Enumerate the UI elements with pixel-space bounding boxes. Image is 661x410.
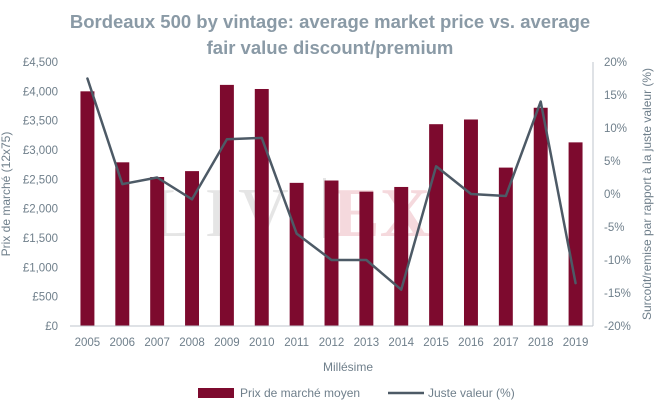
left-axis-ticks: £0 £500 £1,000 £1,500 £2,000 £2,500 £3,000 £3,5…: [23, 57, 58, 333]
x-tick-label: 2008: [179, 337, 205, 349]
chart-title-line-2: fair value discount/premium: [207, 37, 454, 58]
x-tick-label: 2013: [354, 337, 380, 349]
legend-bar-label: Prix de marché moyen: [240, 386, 360, 400]
bar-2012: [324, 180, 339, 326]
bar-series: [80, 84, 583, 327]
y-axis-label: Prix de marché (12x75): [0, 132, 13, 257]
bar-2014: [394, 186, 409, 326]
chart-title-line-1: Bordeaux 500 by vintage: average market …: [70, 11, 590, 32]
x-tick-label: 2016: [458, 337, 484, 349]
y2-tick-label: 15%: [604, 90, 627, 102]
x-tick-label: 2006: [110, 337, 136, 349]
right-axis-ticks: 20% 15% 10% 5% 0% -5% -10% -15% -20%: [604, 57, 631, 333]
y-tick-label: £3,500: [23, 116, 58, 128]
bar-2019: [568, 142, 583, 326]
y-tick-label: £4,000: [23, 86, 58, 98]
axes: [70, 62, 594, 327]
bar-2018: [533, 107, 548, 326]
y-tick-label: £3,000: [23, 145, 58, 157]
y2-tick-label: 20%: [604, 57, 627, 69]
x-tick-label: 2009: [214, 337, 240, 349]
x-tick-label: 2011: [284, 337, 309, 349]
bar-2017: [498, 167, 513, 326]
y-tick-label: £4,500: [23, 57, 58, 69]
x-tick-label: 2019: [563, 337, 589, 349]
y-tick-label: £500: [32, 292, 58, 304]
y-tick-label: £0: [45, 321, 58, 333]
x-tick-label: 2017: [493, 337, 519, 349]
x-axis-label: Millésime: [323, 360, 373, 374]
x-tick-label: 2010: [249, 337, 275, 349]
bar-2011: [289, 182, 304, 326]
y2-tick-label: -10%: [604, 255, 631, 267]
bar-2015: [429, 124, 444, 326]
y-tick-label: £2,500: [23, 174, 58, 186]
y2-tick-label: -5%: [604, 222, 624, 234]
y2-tick-label: -15%: [604, 288, 631, 300]
bar-2009: [219, 84, 234, 326]
x-tick-label: 2012: [319, 337, 345, 349]
y-tick-label: £2,000: [23, 204, 58, 216]
y2-tick-label: -20%: [604, 321, 631, 333]
x-tick-label: 2015: [423, 337, 449, 349]
line-series: [86, 77, 577, 291]
y2-tick-label: 10%: [604, 123, 627, 135]
bar-2010: [254, 88, 269, 327]
legend: Prix de marché moyen Juste valeur (%): [198, 386, 515, 400]
bar-2008: [185, 171, 200, 326]
y-tick-label: £1,000: [23, 262, 58, 274]
y2-tick-label: 5%: [604, 156, 621, 168]
x-tick-label: 2007: [144, 337, 170, 349]
svg-text:EX: EX: [333, 175, 430, 252]
bar-2006: [115, 162, 130, 326]
x-tick-label: 2018: [528, 337, 554, 349]
bar-2007: [150, 176, 165, 326]
x-tick-label: 2005: [75, 337, 101, 349]
legend-line-label: Juste valeur (%): [428, 386, 515, 400]
bar-2005: [80, 91, 95, 326]
legend-bar-swatch: [198, 388, 234, 398]
y2-tick-label: 0%: [604, 189, 621, 201]
bar-2016: [463, 119, 478, 327]
x-tick-label: 2014: [388, 337, 414, 349]
y2-axis-label: Surcoût/remise par rapport à la juste va…: [640, 68, 654, 320]
x-axis-ticks: 2005 2006 2007 2008 2009 2010 2011 2012 2013 2014…: [75, 337, 589, 349]
y-tick-label: £1,500: [23, 233, 58, 245]
